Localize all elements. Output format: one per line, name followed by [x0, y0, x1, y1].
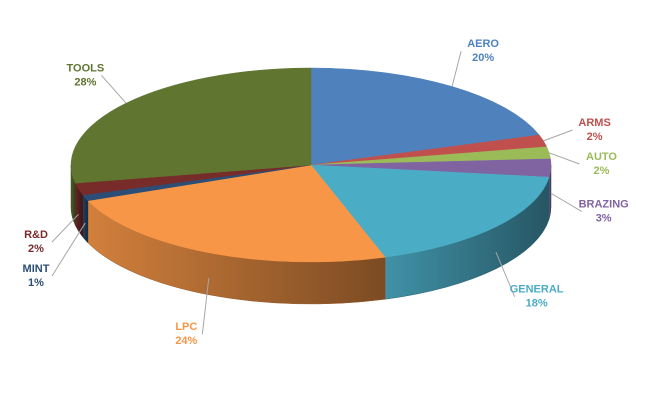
leader-line: [51, 213, 79, 243]
leader-line: [495, 251, 516, 297]
value-label: 18%: [526, 298, 548, 310]
value-label: 3%: [596, 212, 612, 224]
value-label: 28%: [74, 76, 96, 88]
value-label: 2%: [594, 165, 610, 177]
category-label: BRAZING: [579, 198, 629, 210]
pie-slice: [87, 164, 386, 263]
category-label: GENERAL: [510, 284, 564, 296]
value-label: 24%: [175, 335, 197, 347]
leader-line: [451, 51, 462, 87]
category-label: AERO: [467, 38, 499, 50]
category-label: R&D: [24, 229, 48, 241]
category-label: AUTO: [586, 151, 617, 163]
pie-slice: [70, 67, 312, 184]
value-label: 2%: [587, 131, 603, 143]
leader-line: [201, 277, 210, 335]
leader-line: [548, 152, 580, 165]
value-label: 1%: [28, 277, 44, 289]
category-label: LPC: [175, 321, 197, 333]
category-label: ARMS: [578, 117, 610, 129]
leader-line: [543, 129, 573, 142]
leader-line: [51, 222, 86, 277]
category-label: MINT: [23, 263, 50, 275]
slice-side: [82, 194, 89, 244]
category-label: TOOLS: [67, 62, 105, 74]
leader-line: [550, 192, 582, 212]
value-label: 2%: [28, 243, 44, 255]
value-label: 20%: [472, 52, 494, 64]
leader-line: [101, 75, 127, 104]
pie-slice: [310, 164, 550, 258]
